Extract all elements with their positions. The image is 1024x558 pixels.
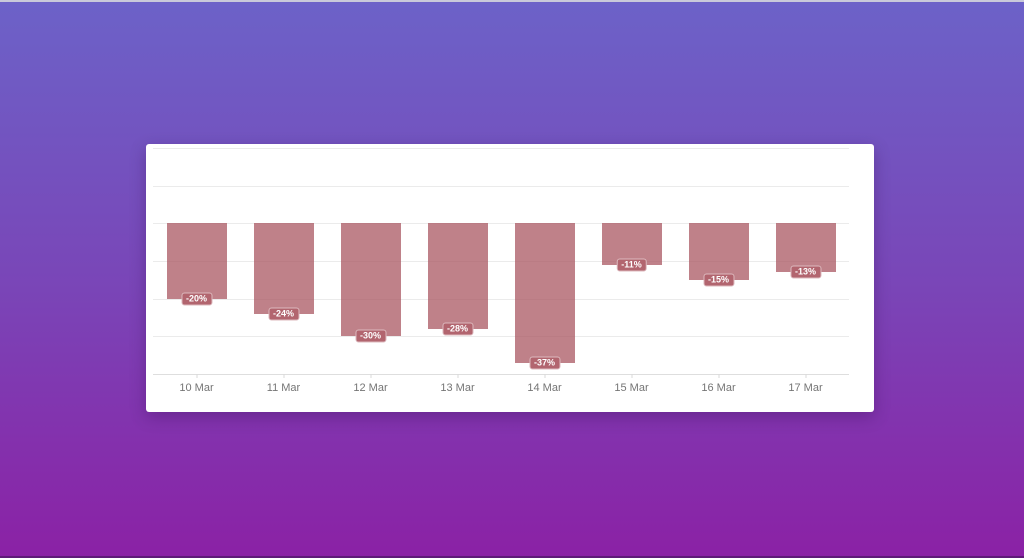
value-badge-11-mar: -24% (267, 307, 300, 321)
x-label-16-mar: 16 Mar (701, 382, 736, 394)
x-axis-tick (805, 374, 806, 378)
value-badge-10-mar: -20% (180, 292, 213, 306)
chart-plot-area: -20% -24% -30% -28% -37% -11% -15% -13% (153, 148, 849, 378)
bar-slot-17-mar: -13% (762, 148, 849, 378)
bar-slot-10-mar: -20% (153, 148, 240, 378)
x-label-12-mar: 12 Mar (353, 382, 388, 394)
x-label-10-mar: 10 Mar (179, 382, 214, 394)
bar-10-mar[interactable] (166, 223, 227, 299)
value-badge-17-mar: -13% (789, 265, 822, 279)
chart-card: -20% -24% -30% -28% -37% -11% -15% -13% 10 Mar 1… (146, 144, 874, 412)
bar-slot-15-mar: -11% (588, 148, 675, 378)
value-badge-12-mar: -30% (354, 329, 387, 343)
x-label-11-mar: 11 Mar (266, 382, 301, 394)
window-top-edge (0, 0, 1024, 2)
x-label-13-mar: 13 Mar (440, 382, 475, 394)
bar-17-mar[interactable] (775, 223, 836, 273)
x-label-14-mar: 14 Mar (527, 382, 562, 394)
value-badge-14-mar: -37% (528, 356, 561, 370)
x-axis-tick (196, 374, 197, 378)
bar-slot-11-mar: -24% (240, 148, 327, 378)
x-axis-tick (283, 374, 284, 378)
gridline--20 (153, 298, 849, 300)
bar-12-mar[interactable] (340, 223, 401, 337)
window-bottom-edge (0, 556, 1024, 558)
bar-14-mar[interactable] (514, 223, 575, 363)
bar-slot-16-mar: -15% (675, 148, 762, 378)
bar-11-mar[interactable] (253, 223, 314, 314)
x-label-17-mar: 17 Mar (788, 382, 823, 394)
bar-16-mar[interactable] (688, 223, 749, 280)
value-badge-16-mar: -15% (702, 273, 735, 287)
bar-13-mar[interactable] (427, 223, 488, 329)
bar-slot-14-mar: -37% (501, 148, 588, 378)
gridline--30 (153, 336, 849, 338)
x-label-15-mar: 15 Mar (614, 382, 649, 394)
bar-15-mar[interactable] (601, 223, 662, 265)
bar-slot-12-mar: -30% (327, 148, 414, 378)
x-axis-tick (457, 374, 458, 378)
x-axis-tick (370, 374, 371, 378)
x-axis-line (153, 374, 849, 375)
gridline--10 (153, 261, 849, 262)
bar-slots: -20% -24% -30% -28% -37% -11% -15% -13% (153, 148, 849, 378)
value-badge-15-mar: -11% (616, 258, 647, 272)
gridline-10 (153, 185, 849, 187)
gridline-0 (153, 223, 849, 225)
x-axis-tick (544, 374, 545, 378)
x-axis-tick (631, 374, 632, 378)
x-axis-labels: 10 Mar 11 Mar 12 Mar 13 Mar 14 Mar 15 Mar 16 M… (153, 380, 849, 396)
bar-slot-13-mar: -28% (414, 148, 501, 378)
x-axis-tick (718, 374, 719, 378)
value-badge-13-mar: -28% (441, 322, 474, 336)
gridline-20 (153, 148, 849, 149)
